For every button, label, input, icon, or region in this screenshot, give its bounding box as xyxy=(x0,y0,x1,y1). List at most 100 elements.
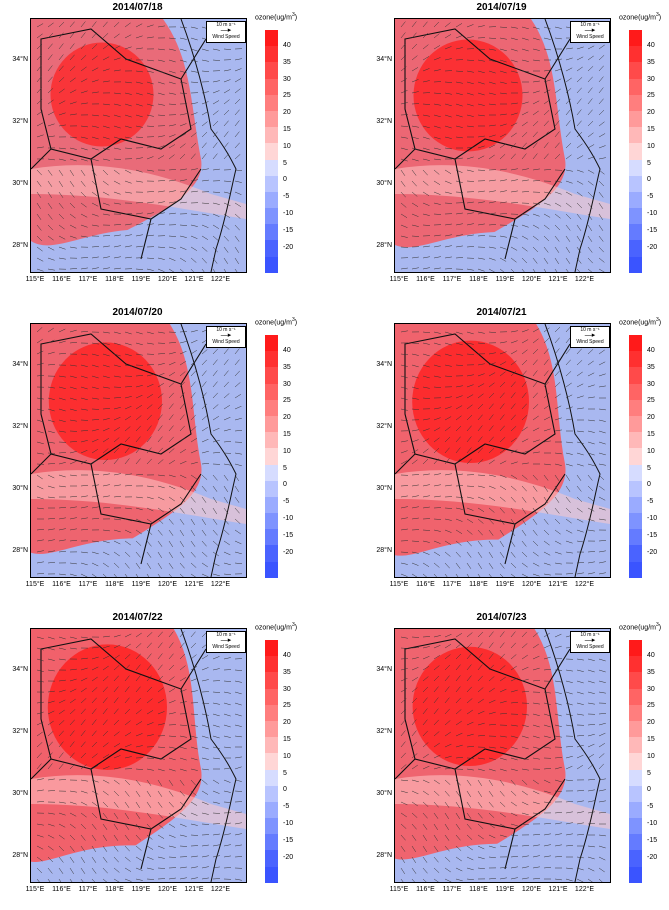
wind-speed-legend: 10 m s⁻¹—▸Wind Speed xyxy=(206,631,246,653)
colorbar-label: 25 xyxy=(283,92,291,99)
colorbar-title-text: ozone(ug/m xyxy=(255,624,292,631)
colorbar xyxy=(265,640,278,883)
latitude-label: 28°N xyxy=(2,547,28,554)
longitude-label: 122°E xyxy=(206,886,236,893)
colorbar-title-text: ozone(ug/m xyxy=(255,14,292,21)
colorbar-title: ozone(ug/m3) xyxy=(619,622,661,631)
colorbar-swatch xyxy=(629,705,642,721)
colorbar-label: -15 xyxy=(647,532,657,539)
colorbar-swatch xyxy=(629,176,642,192)
latitude-label: 32°N xyxy=(366,423,392,430)
colorbar-label: 35 xyxy=(647,59,655,66)
colorbar-label: 0 xyxy=(647,481,651,488)
colorbar-label: 10 xyxy=(283,448,291,455)
latitude-label: 30°N xyxy=(2,180,28,187)
colorbar-swatch xyxy=(265,497,278,513)
longitude-label: 115°E xyxy=(384,276,414,283)
colorbar-swatch xyxy=(629,497,642,513)
colorbar-swatch xyxy=(265,192,278,208)
colorbar-label: 5 xyxy=(647,465,651,472)
colorbar-label: 35 xyxy=(283,364,291,371)
longitude-label: 116°E xyxy=(47,581,77,588)
longitude-label: 117°E xyxy=(437,276,467,283)
panel-title: 2014/07/21 xyxy=(394,307,609,318)
colorbar-title-end: ) xyxy=(659,14,661,21)
latitude-label: 28°N xyxy=(366,852,392,859)
colorbar-swatch xyxy=(629,224,642,240)
latitude-label: 34°N xyxy=(2,666,28,673)
colorbar-swatch xyxy=(629,834,642,850)
map-canvas xyxy=(395,629,610,882)
panel-title: 2014/07/20 xyxy=(30,307,245,318)
panel-title: 2014/07/22 xyxy=(30,612,245,623)
longitude-label: 119°E xyxy=(490,581,520,588)
colorbar-label: -10 xyxy=(647,820,657,827)
colorbar-swatch xyxy=(629,753,642,769)
latitude-label: 30°N xyxy=(366,485,392,492)
colorbar-label: -5 xyxy=(283,803,289,810)
longitude-label: 119°E xyxy=(490,886,520,893)
wind-speed-legend: 10 m s⁻¹—▸Wind Speed xyxy=(570,326,610,348)
colorbar-label: 30 xyxy=(647,381,655,388)
colorbar xyxy=(265,335,278,578)
colorbar-label: 5 xyxy=(647,160,651,167)
colorbar-label: -10 xyxy=(283,820,293,827)
colorbar-label: 20 xyxy=(647,109,655,116)
latitude-label: 32°N xyxy=(2,728,28,735)
colorbar-swatch xyxy=(265,160,278,176)
longitude-label: 120°E xyxy=(153,886,183,893)
colorbar-label: 20 xyxy=(283,414,291,421)
map-canvas xyxy=(395,324,610,577)
colorbar-swatch xyxy=(265,367,278,383)
colorbar-swatch xyxy=(265,640,278,656)
latitude-label: 34°N xyxy=(366,361,392,368)
wind-speed-legend: 10 m s⁻¹—▸Wind Speed xyxy=(570,631,610,653)
longitude-label: 115°E xyxy=(20,581,50,588)
colorbar-swatch xyxy=(629,545,642,561)
colorbar-swatch xyxy=(629,111,642,127)
colorbar-label: 10 xyxy=(283,753,291,760)
colorbar-label: 0 xyxy=(647,786,651,793)
colorbar-label: 30 xyxy=(647,686,655,693)
colorbar-label: 15 xyxy=(283,126,291,133)
latitude-label: 30°N xyxy=(366,180,392,187)
wind-legend-label: Wind Speed xyxy=(576,34,603,40)
latitude-label: 28°N xyxy=(2,242,28,249)
colorbar xyxy=(629,640,642,883)
colorbar-swatch xyxy=(265,481,278,497)
ozone-core-region xyxy=(412,341,529,463)
colorbar-swatch xyxy=(265,400,278,416)
wind-legend-label: Wind Speed xyxy=(576,644,603,650)
colorbar-swatch xyxy=(629,416,642,432)
colorbar-swatch xyxy=(629,481,642,497)
latitude-label: 34°N xyxy=(366,666,392,673)
wind-legend-label: Wind Speed xyxy=(212,34,239,40)
panel-title: 2014/07/23 xyxy=(394,612,609,623)
longitude-label: 115°E xyxy=(384,581,414,588)
colorbar-swatch xyxy=(265,79,278,95)
longitude-label: 116°E xyxy=(411,581,441,588)
colorbar-label: 20 xyxy=(647,719,655,726)
colorbar-label: 30 xyxy=(283,76,291,83)
colorbar-swatch xyxy=(629,208,642,224)
colorbar-label: -5 xyxy=(647,193,653,200)
colorbar-label: 25 xyxy=(647,702,655,709)
colorbar-title-text: ozone(ug/m xyxy=(619,624,656,631)
colorbar-title: ozone(ug/m3) xyxy=(255,12,297,21)
longitude-label: 118°E xyxy=(100,581,130,588)
longitude-label: 118°E xyxy=(464,581,494,588)
longitude-label: 116°E xyxy=(411,886,441,893)
longitude-label: 119°E xyxy=(126,276,156,283)
colorbar-swatch xyxy=(265,786,278,802)
colorbar-label: 25 xyxy=(647,397,655,404)
colorbar-swatch xyxy=(629,818,642,834)
longitude-label: 118°E xyxy=(464,276,494,283)
latitude-label: 28°N xyxy=(2,852,28,859)
colorbar-swatch xyxy=(265,867,278,883)
longitude-label: 115°E xyxy=(20,886,50,893)
colorbar-title: ozone(ug/m3) xyxy=(255,622,297,631)
longitude-label: 118°E xyxy=(100,276,130,283)
colorbar-label: 30 xyxy=(283,686,291,693)
colorbar-label: 15 xyxy=(283,431,291,438)
